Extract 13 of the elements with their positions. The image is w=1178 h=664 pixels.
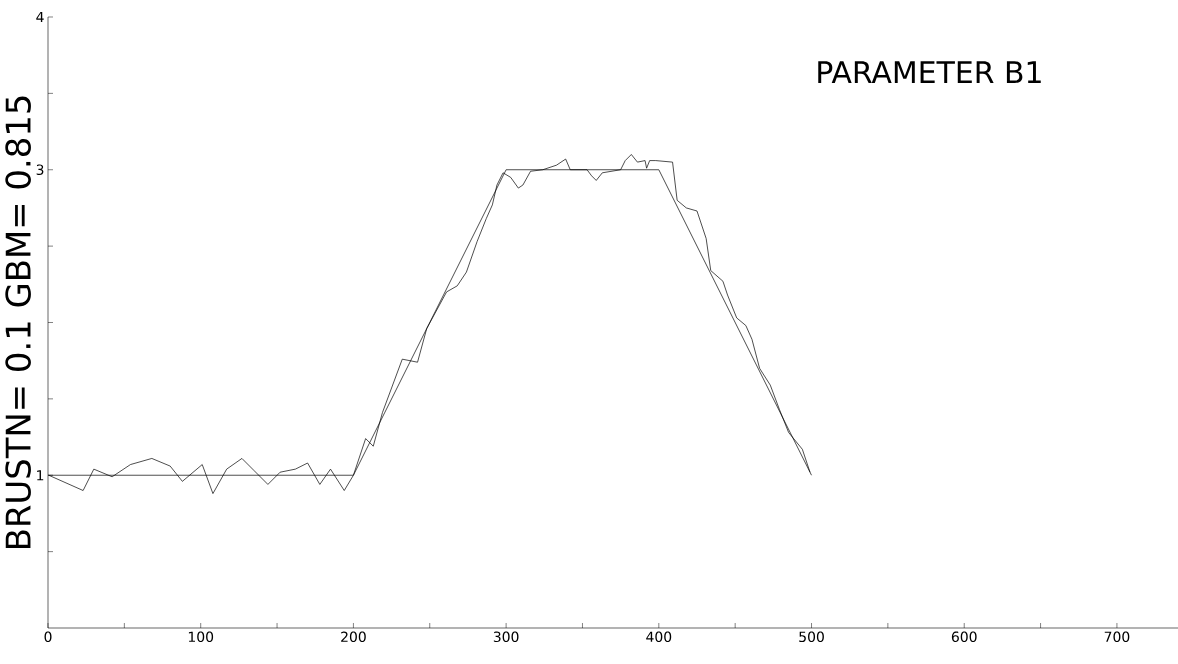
x-tick-label: 700 <box>1104 631 1130 643</box>
x-tick-label: 400 <box>646 631 672 643</box>
y-axis-title: BRUSTN= 0.1 GBM= 0.815 <box>5 96 31 549</box>
x-tick-label: 100 <box>188 631 214 643</box>
x-tick-label: 200 <box>341 631 366 643</box>
x-tick-label: 300 <box>493 631 519 643</box>
y-tick-label: 4 <box>36 11 44 23</box>
x-tick-label: 0 <box>44 631 52 643</box>
x-tick-label: 600 <box>951 631 977 643</box>
x-tick-label: 500 <box>799 631 824 643</box>
text: PARAMETER B1 <box>818 61 1041 84</box>
y-tick-label: 1 <box>37 470 44 481</box>
y-tick-label: 3 <box>36 164 44 176</box>
